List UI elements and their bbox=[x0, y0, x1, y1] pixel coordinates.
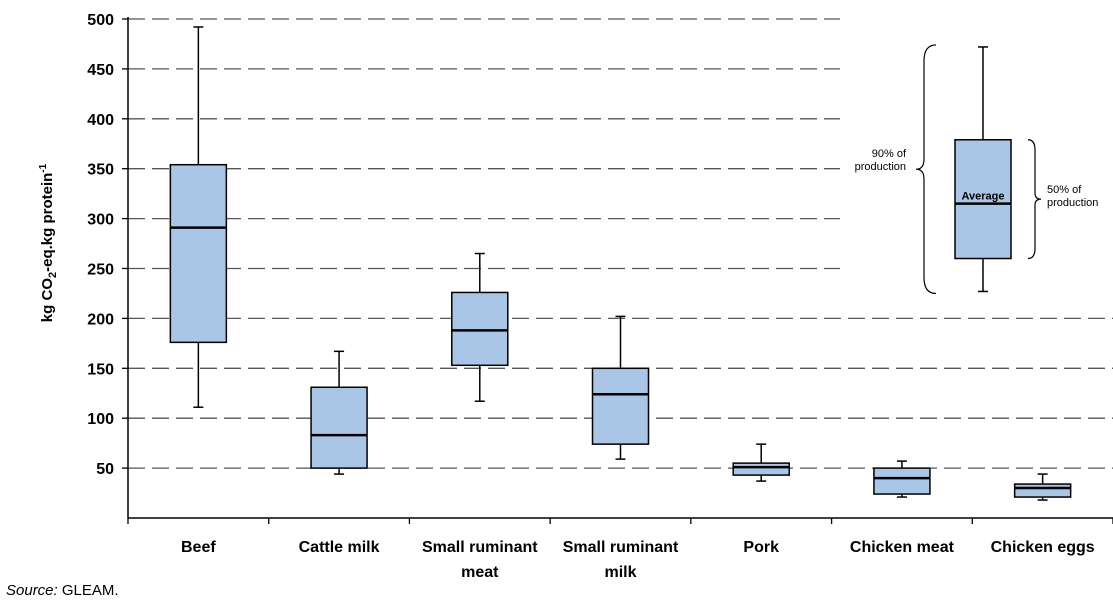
source-prefix: Source: bbox=[6, 582, 58, 599]
category-label: Small ruminant meat bbox=[422, 539, 538, 581]
category-label: Chicken meat bbox=[850, 539, 955, 556]
category-label: Small ruminant milk bbox=[563, 539, 679, 581]
y-axis-label-part: -eq.kg protein bbox=[39, 173, 56, 272]
box-box bbox=[873, 467, 931, 495]
y-axis-label-subscript: 2 bbox=[47, 272, 59, 278]
category-label-line: meat bbox=[461, 564, 499, 581]
category-label-line: Pork bbox=[743, 539, 779, 556]
box-box bbox=[169, 163, 228, 344]
box-group bbox=[169, 26, 228, 408]
category-label: Cattle milk bbox=[299, 539, 380, 556]
category-label: Chicken eggs bbox=[991, 539, 1095, 556]
category-label-line: Small ruminant bbox=[563, 539, 679, 556]
box-group bbox=[1013, 473, 1072, 501]
legend-box bbox=[954, 139, 1012, 260]
box-group bbox=[451, 252, 509, 402]
box-box bbox=[732, 462, 790, 476]
y-tick-label: 350 bbox=[87, 162, 114, 179]
legend-90-brace bbox=[915, 44, 937, 295]
y-axis-label: kg CO2-eq.kg protein-1 bbox=[38, 163, 59, 322]
y-tick-label: 150 bbox=[87, 361, 114, 378]
y-tick-labels: 50 100 150 200 250 300 350 400 450 500 bbox=[87, 12, 114, 478]
y-tick-label: 100 bbox=[87, 411, 114, 428]
box-group bbox=[873, 460, 931, 498]
legend-50-label: 50% of production bbox=[1047, 184, 1098, 209]
box-box bbox=[591, 367, 650, 445]
category-label-line: Chicken meat bbox=[850, 539, 955, 556]
source-text: GLEAM. bbox=[57, 582, 119, 599]
category-label-line: Cattle milk bbox=[299, 539, 380, 556]
y-tick-label: 250 bbox=[87, 262, 114, 279]
y-tick-label: 450 bbox=[87, 62, 114, 79]
legend-90-label-line: production bbox=[855, 161, 906, 173]
legend-50-brace bbox=[1027, 139, 1042, 260]
box-group bbox=[310, 350, 368, 475]
legend-90-label-line: 90% of bbox=[872, 148, 907, 160]
legend-average-label: Average bbox=[961, 191, 1004, 203]
boxes bbox=[169, 26, 1072, 501]
y-tick-label: 500 bbox=[87, 12, 114, 29]
legend-50-label-line: production bbox=[1047, 197, 1098, 209]
box-box bbox=[310, 386, 368, 469]
legend-50-label-line: 50% of bbox=[1047, 184, 1082, 196]
category-label-line: Small ruminant bbox=[422, 539, 538, 556]
y-axis-label-part: kg CO bbox=[39, 278, 56, 323]
category-label-line: milk bbox=[604, 564, 636, 581]
y-tick-label: 300 bbox=[87, 212, 114, 229]
y-tick-label: 200 bbox=[87, 311, 114, 328]
box-group bbox=[732, 443, 790, 482]
box-group bbox=[591, 315, 650, 460]
source-note: Source: GLEAM. bbox=[6, 582, 119, 599]
legend-90-label: 90% of production bbox=[855, 148, 907, 173]
category-label: Pork bbox=[743, 539, 779, 556]
category-label-line: Beef bbox=[181, 539, 216, 556]
category-label-line: Chicken eggs bbox=[991, 539, 1095, 556]
box-plot-chart: 50 100 150 200 250 300 350 400 450 500 Beef Cattle… bbox=[38, 12, 1113, 581]
y-axis-label-superscript: -1 bbox=[38, 163, 49, 172]
box-box bbox=[1013, 483, 1072, 498]
category-label: Beef bbox=[181, 539, 216, 556]
box-box bbox=[451, 291, 509, 367]
axes bbox=[122, 17, 1113, 524]
y-tick-label: 400 bbox=[87, 112, 114, 129]
y-tick-label: 50 bbox=[96, 461, 114, 478]
